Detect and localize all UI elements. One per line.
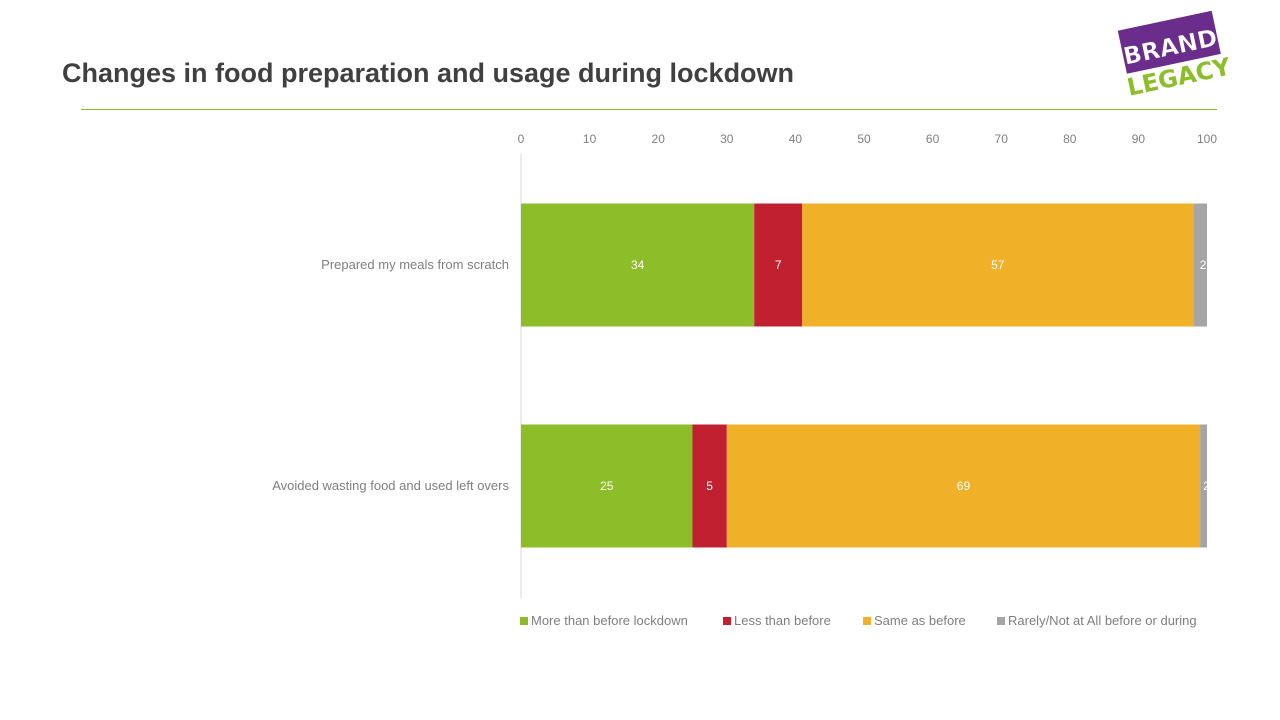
legend-swatch xyxy=(723,617,731,625)
data-label: 7 xyxy=(775,258,782,272)
legend-swatch xyxy=(997,617,1005,625)
x-tick-label: 50 xyxy=(857,132,871,146)
data-label: 69 xyxy=(957,479,971,493)
bar-segment xyxy=(726,424,1201,548)
category-label: Prepared my meals from scratch xyxy=(321,257,509,272)
bar-segment xyxy=(1193,203,1207,327)
category-label: Avoided wasting food and used left overs xyxy=(272,478,509,493)
brand-legacy-logo: BRAND LEGACY xyxy=(1117,10,1228,102)
bar-segment xyxy=(1200,424,1207,548)
data-label: 57 xyxy=(991,258,1005,272)
legend-label: Same as before xyxy=(874,613,966,628)
slide-title: Changes in food preparation and usage du… xyxy=(62,58,795,88)
bars: 34 7 57 2 25 5 69 2 xyxy=(521,203,1210,548)
bar-segment xyxy=(754,203,803,327)
data-label: 5 xyxy=(706,479,713,493)
category-labels: Prepared my meals from scratch Avoided wa… xyxy=(272,257,509,493)
x-tick-label: 60 xyxy=(926,132,940,146)
x-tick-label: 100 xyxy=(1197,132,1217,146)
data-label: 25 xyxy=(600,479,614,493)
x-tick-label: 30 xyxy=(720,132,734,146)
x-tick-label: 40 xyxy=(789,132,803,146)
data-label: 34 xyxy=(631,258,645,272)
x-tick-label: 10 xyxy=(583,132,597,146)
x-tick-label: 70 xyxy=(995,132,1009,146)
x-axis-ticks: 0 10 20 30 40 50 60 70 80 90 100 xyxy=(518,132,1218,146)
legend-label: Less than before xyxy=(734,613,831,628)
legend-label: More than before lockdown xyxy=(531,613,688,628)
legend-label: Rarely/Not at All before or during xyxy=(1008,613,1197,628)
bar-segment xyxy=(802,203,1194,327)
logo-purple-block xyxy=(1117,10,1221,74)
legend-swatch xyxy=(520,617,528,625)
bar-segment xyxy=(692,424,727,548)
bar-segment xyxy=(521,203,755,327)
title-divider xyxy=(81,109,1217,110)
data-label: 2 xyxy=(1200,258,1207,272)
x-tick-label: 0 xyxy=(518,132,525,146)
bar-segment xyxy=(521,424,693,548)
x-tick-label: 20 xyxy=(652,132,666,146)
legend: More than before lockdown Less than befor… xyxy=(520,613,1197,628)
data-label: 2 xyxy=(1203,479,1210,493)
x-tick-label: 90 xyxy=(1132,132,1146,146)
x-tick-label: 80 xyxy=(1063,132,1077,146)
legend-swatch xyxy=(863,617,871,625)
